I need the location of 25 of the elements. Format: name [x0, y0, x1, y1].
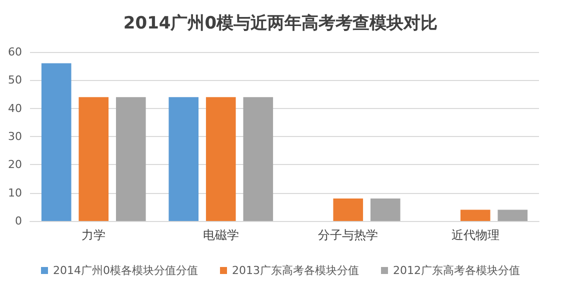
- bar: [116, 97, 146, 221]
- bar: [370, 198, 400, 221]
- y-tick-label: 50: [8, 74, 22, 87]
- bar: [78, 97, 109, 221]
- y-tick-label: 60: [8, 46, 22, 58]
- bar: [243, 97, 274, 221]
- chart-title: 2014广州0模与近两年高考考查模块对比: [123, 14, 438, 34]
- bar: [460, 210, 490, 221]
- bar: [41, 63, 72, 221]
- bar: [333, 198, 364, 221]
- x-tick-label: 电磁学: [202, 228, 239, 242]
- y-tick-label: 10: [8, 186, 22, 200]
- y-tick-label: 20: [8, 158, 22, 172]
- legend-label: 2014广州0模各模块分值分值: [53, 264, 198, 277]
- x-tick-label: 分子与热学: [318, 228, 378, 242]
- legend-label: 2012广东高考各模块分值: [392, 264, 520, 277]
- bar: [168, 97, 199, 221]
- x-tick-label: 力学: [82, 228, 106, 242]
- bar: [498, 210, 528, 221]
- y-tick-label: 40: [8, 102, 22, 115]
- bar: [206, 97, 236, 221]
- legend-label: 2013广东高考各模块分值: [232, 264, 359, 277]
- y-tick-label: 0: [15, 214, 22, 228]
- y-tick-label: 30: [8, 130, 22, 143]
- x-tick-label: 近代物理: [451, 228, 500, 242]
